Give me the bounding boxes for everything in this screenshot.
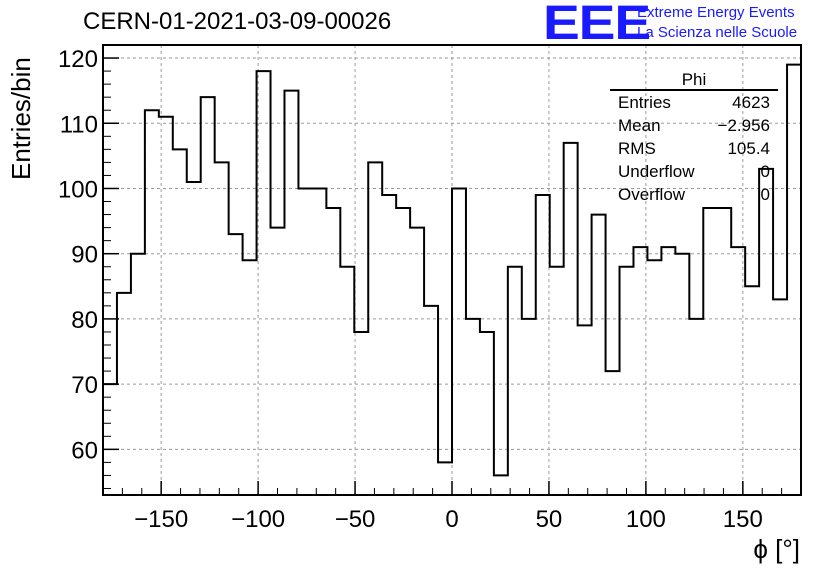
tick-labels: −150 −100 −50 0 50 100 150 60 70 80 90 100 110 120 (58, 46, 763, 533)
y-tick-label: 80 (71, 307, 98, 334)
stats-row-overflow: Overflow 0 (610, 183, 778, 206)
y-axis-label: Entries/bin (6, 57, 36, 180)
run-title: CERN-01-2021-03-09-00026 (83, 8, 392, 35)
stats-value: 105.4 (727, 139, 770, 158)
stats-row-rms: RMS 105.4 (610, 137, 778, 160)
stats-box: Phi Entries 4623 Mean −2.956 RMS 105.4 U… (610, 70, 778, 206)
stats-value: 0 (760, 185, 770, 204)
stats-key: Mean (618, 116, 661, 135)
axis-ticks (103, 44, 783, 495)
y-tick-label: 100 (58, 176, 98, 203)
y-tick-label: 90 (71, 242, 98, 269)
x-tick-label: −150 (134, 506, 188, 533)
x-tick-label: 50 (536, 506, 563, 533)
logo-tagline-1: Extreme Energy Events (637, 4, 795, 21)
y-tick-label: 110 (60, 111, 98, 138)
stats-key: Overflow (618, 185, 686, 204)
eee-logo: EEE (543, 0, 651, 50)
y-tick-label: 120 (58, 46, 98, 73)
stats-value: −2.956 (717, 116, 770, 135)
stats-row-entries: Entries 4623 (610, 91, 778, 114)
y-tick-label: 60 (71, 437, 98, 464)
stats-row-underflow: Underflow 0 (610, 160, 778, 183)
histogram-outline (103, 63, 801, 477)
x-tick-label: −100 (231, 506, 285, 533)
x-tick-label: 0 (445, 506, 458, 533)
x-tick-label: 150 (723, 506, 763, 533)
stats-key: Underflow (618, 162, 695, 181)
stats-title: Phi (610, 70, 778, 91)
stats-row-mean: Mean −2.956 (610, 114, 778, 137)
stats-value: 0 (760, 162, 770, 181)
x-axis-label: ϕ [°] (753, 534, 800, 564)
x-tick-label: 100 (626, 506, 666, 533)
stats-value: 4623 (732, 93, 770, 112)
stats-key: RMS (618, 139, 656, 158)
y-tick-label: 70 (71, 372, 98, 399)
logo-tagline-2: La Scienza nelle Scuole (637, 24, 798, 41)
x-tick-label: −50 (335, 506, 376, 533)
stats-key: Entries (618, 93, 671, 112)
